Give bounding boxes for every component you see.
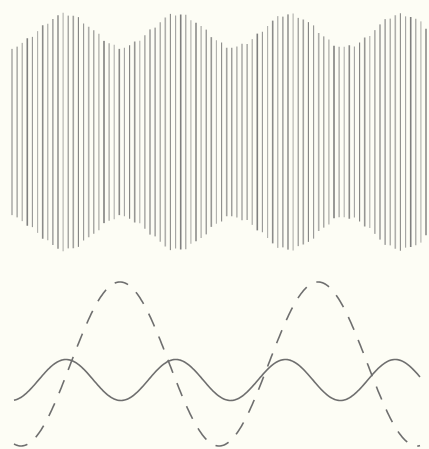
dashed-wave-curve — [13, 281, 421, 447]
modulated-wave-panel — [11, 12, 427, 252]
solid-wave-curve — [13, 358, 421, 402]
component-waves-panel — [13, 281, 421, 447]
